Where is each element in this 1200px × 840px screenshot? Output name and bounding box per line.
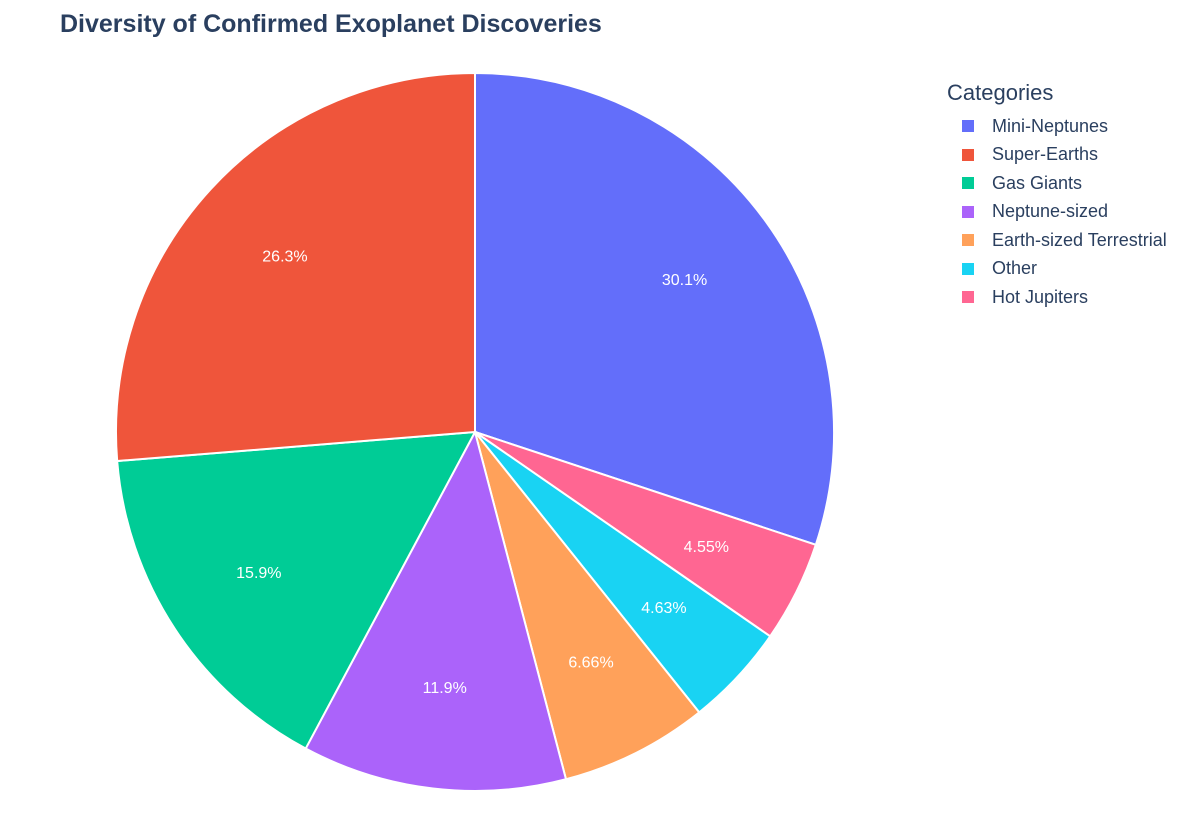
legend-item-hot-jupiters[interactable]: Hot Jupiters	[947, 283, 1197, 312]
legend-swatch	[962, 291, 974, 304]
pie-slice-earth-sized-terrestrial[interactable]	[474, 431, 701, 781]
slice-label-neptune-sized: 11.9%	[423, 680, 467, 697]
legend: Categories Mini-Neptunes Super-Earths Gas …	[947, 80, 1197, 312]
legend-swatch	[962, 234, 974, 247]
legend-item-earth-sized-terrestrial[interactable]: Earth-sized Terrestrial	[947, 226, 1197, 255]
legend-swatch	[962, 120, 974, 133]
legend-item-other[interactable]: Other	[947, 255, 1197, 284]
slice-label-other: 4.63%	[641, 600, 686, 617]
legend-title: Categories	[947, 80, 1054, 105]
legend-item-gas-giants[interactable]: Gas Giants	[947, 169, 1197, 198]
legend-label: Hot Jupiters	[992, 286, 1089, 307]
pie-slice-neptune-sized[interactable]	[304, 429, 568, 792]
legend-swatch	[962, 148, 974, 161]
legend-swatch	[962, 177, 974, 190]
legend-swatch	[962, 262, 974, 275]
legend-swatch	[962, 205, 974, 218]
slice-label-super-earths: 26.3%	[262, 248, 307, 265]
pie-slices	[115, 71, 835, 792]
legend-item-mini-neptunes[interactable]: Mini-Neptunes	[947, 112, 1197, 141]
pie-slice-mini-neptunes[interactable]	[474, 71, 835, 547]
pie-slice-super-earths[interactable]	[115, 71, 476, 463]
slice-label-gas-giants: 15.9%	[236, 565, 281, 582]
pie-slice-gas-giants[interactable]	[116, 430, 477, 750]
legend-label: Other	[992, 258, 1038, 279]
legend-item-neptune-sized[interactable]: Neptune-sized	[947, 198, 1197, 227]
legend-label: Gas Giants	[992, 172, 1083, 193]
legend-label: Earth-sized Terrestrial	[992, 229, 1167, 250]
slice-label-earth-sized-terrestrial: 6.66%	[568, 654, 613, 671]
pie-slice-labels: 30.1% 4.55% 4.63% 6.66% 11.9% 15.9% 26.3%	[236, 248, 729, 697]
slice-label-mini-neptunes: 30.1%	[662, 272, 707, 289]
slice-label-hot-jupiters: 4.55%	[684, 539, 729, 556]
legend-items: Mini-Neptunes Super-Earths Gas Giants Neptu…	[947, 112, 1197, 312]
legend-label: Super-Earths	[992, 144, 1099, 165]
legend-item-super-earths[interactable]: Super-Earths	[947, 141, 1197, 170]
legend-label: Mini-Neptunes	[992, 115, 1109, 136]
legend-label: Neptune-sized	[992, 201, 1109, 222]
chart-title: Diversity of Confirmed Exoplanet Discove…	[60, 10, 602, 38]
